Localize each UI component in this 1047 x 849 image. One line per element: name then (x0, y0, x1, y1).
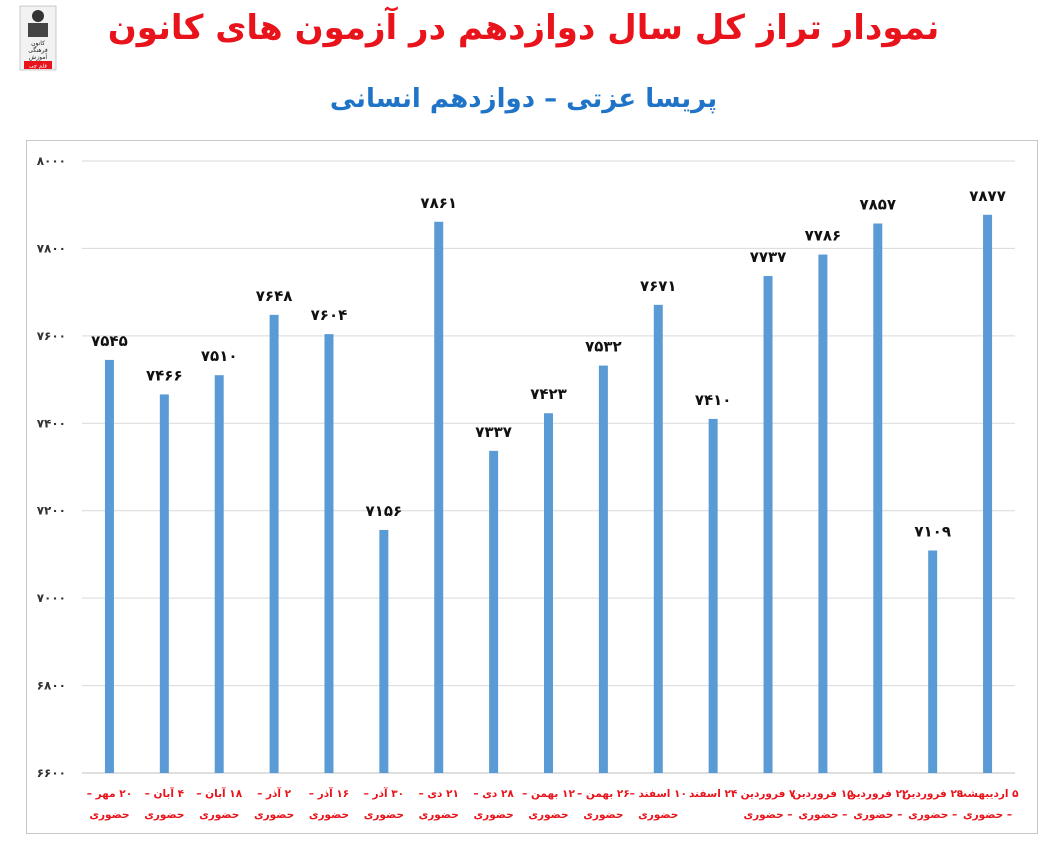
x-tick-label-line2: – حضوری (908, 809, 957, 821)
x-tick-label: ۱۰ اسفند – (630, 788, 687, 800)
bar (489, 450, 499, 773)
data-label: ۷۴۱۰ (695, 391, 732, 409)
logo-line-2: فرهنگی (28, 46, 48, 54)
x-tick-label-line2: حضوری (364, 809, 404, 821)
bar (818, 254, 828, 773)
bar (983, 214, 993, 774)
data-label: ۷۱۵۶ (366, 502, 403, 520)
x-tick-label: ۱۶ آذر – (309, 787, 349, 800)
data-label: ۷۶۰۴ (311, 306, 348, 324)
bar (269, 314, 279, 773)
x-tick-label: ۲۲ فروردین (847, 788, 909, 800)
x-tick-label: ۲۶ بهمن – (577, 788, 630, 800)
logo-line-1: کانون (31, 40, 45, 47)
data-label: ۷۵۳۲ (585, 338, 622, 356)
x-tick-label: ۲۴ اسفند (689, 788, 738, 800)
chart-frame (26, 140, 1038, 834)
bar (324, 334, 334, 773)
x-tick-label-line2: حضوری (419, 809, 459, 821)
x-tick-label: ۲۰ مهر – (87, 788, 132, 800)
y-tick-label: ۷۰۰۰ (37, 591, 66, 605)
x-tick-label-line2: حضوری (474, 809, 514, 821)
x-tick-label: ۱۲ بهمن – (522, 788, 575, 800)
x-tick-label: ۲۸ دی – (473, 788, 514, 800)
x-tick-label-line2: – حضوری (743, 809, 792, 821)
x-tick-label-line2: حضوری (583, 809, 623, 821)
data-label: ۷۵۴۵ (91, 332, 128, 350)
y-tick-label: ۷۲۰۰ (37, 504, 66, 518)
x-tick-label-line2: – حضوری (798, 809, 847, 821)
data-label: ۷۱۰۹ (914, 522, 951, 540)
bar (379, 529, 389, 773)
y-tick-label: ۶۶۰۰ (37, 766, 66, 780)
x-tick-label: ۷ فروردین (741, 788, 796, 800)
x-tick-label-line2: حضوری (89, 809, 129, 821)
x-tick-label-line2: حضوری (528, 809, 568, 821)
x-tick-label: ۲۱ دی – (419, 788, 459, 800)
data-label: ۷۸۶۱ (420, 194, 457, 212)
logo-line-3: آموزش (29, 52, 48, 61)
y-tick-label: ۷۶۰۰ (37, 329, 66, 343)
x-tick-label-line2: حضوری (638, 809, 678, 821)
data-label: ۷۴۶۶ (146, 366, 183, 384)
x-tick-label-line2: – حضوری (853, 809, 902, 821)
x-tick-label: ۲ آذر – (257, 787, 292, 800)
bar (159, 394, 169, 773)
data-label: ۷۸۷۷ (969, 187, 1006, 205)
data-label: ۷۷۳۷ (750, 248, 787, 266)
y-tick-label: ۶۸۰۰ (37, 679, 66, 693)
x-tick-label: ۴ آبان – (145, 787, 185, 800)
x-tick-label-line2: حضوری (199, 809, 239, 821)
kanoon-logo: کانون فرهنگی آموزش قلم چی (16, 4, 60, 72)
bar (544, 413, 553, 773)
bar (653, 304, 663, 773)
data-label: ۷۷۸۶ (805, 227, 842, 245)
x-tick-label: ۵ اردیبهشت (957, 788, 1020, 800)
data-label: ۷۵۱۰ (201, 347, 238, 365)
data-label: ۷۳۳۷ (475, 423, 512, 441)
x-tick-label: ۱۸ آبان – (196, 787, 242, 800)
chart-subtitle: پریسا عزتی – دوازدهم انسانی (329, 84, 718, 114)
x-tick-label: ۱۵ فروردین (792, 788, 854, 800)
y-tick-label: ۷۸۰۰ (37, 241, 66, 255)
bar (708, 418, 718, 773)
y-tick-label: ۸۰۰۰ (37, 154, 66, 168)
bar (763, 275, 773, 773)
data-label: ۷۶۴۸ (256, 287, 293, 305)
logo-line-4: قلم چی (29, 64, 47, 70)
bar (928, 550, 938, 773)
bar (104, 359, 114, 773)
data-label: ۷۴۲۳ (530, 385, 567, 403)
x-tick-label: ۳۰ آذر – (364, 787, 404, 800)
chart-title: نمودار تراز کل سال دوازدهم در آزمون های … (107, 8, 940, 48)
data-label: ۷۸۵۷ (859, 196, 896, 214)
x-tick-label-line2: حضوری (144, 809, 184, 821)
x-tick-label-line2: حضوری (254, 809, 294, 821)
y-tick-label: ۷۴۰۰ (37, 416, 66, 430)
data-label: ۷۶۷۱ (640, 277, 677, 295)
bar (434, 221, 444, 773)
x-tick-label: ۲۹ فروردین (902, 788, 964, 800)
bar (214, 375, 224, 773)
x-tick-label-line2: حضوری (309, 809, 349, 821)
bar (873, 223, 883, 774)
bar (598, 365, 608, 773)
x-tick-label-line2: – حضوری (963, 809, 1012, 821)
